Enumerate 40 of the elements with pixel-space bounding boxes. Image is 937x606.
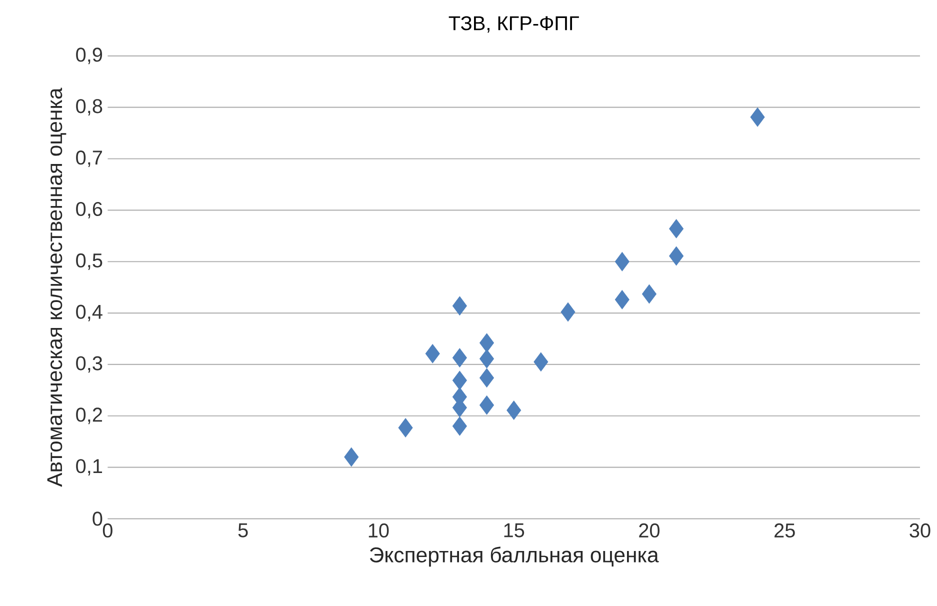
y-tick-label: 0,7: [76, 150, 102, 168]
y-axis-title: Автоматическая количественная оценка: [47, 88, 66, 488]
y-tick-label: 0,3: [76, 356, 102, 373]
point: [614, 290, 630, 310]
y-tick-label: 0,5: [76, 254, 102, 270]
y-tick-label: 0,9: [76, 48, 102, 64]
y-tick-label: 0: [92, 512, 102, 526]
point: [669, 219, 684, 238]
point: [452, 416, 467, 436]
point: [614, 252, 630, 272]
point: [480, 368, 494, 388]
point: [452, 348, 467, 368]
y-tick-label: 0,2: [76, 408, 102, 424]
x-tick-label: 25: [774, 524, 795, 538]
point: [344, 448, 359, 467]
x-tick-label: 30: [910, 524, 930, 538]
point: [669, 246, 684, 266]
point: [480, 333, 494, 353]
y-tick-label: 0,1: [76, 459, 102, 476]
y-tick-label: 0,8: [76, 99, 102, 116]
point: [560, 302, 576, 322]
point: [642, 284, 656, 304]
x-tick-label: 15: [504, 524, 524, 538]
point: [480, 396, 494, 415]
point: [534, 352, 548, 372]
x-tick-label: 5: [238, 524, 248, 538]
x-tick-label: 20: [639, 524, 660, 538]
point: [506, 400, 522, 420]
x-axis-title: Экспертная балльная оценка: [370, 546, 659, 567]
y-tick-label: 0,4: [76, 304, 102, 322]
point: [452, 296, 467, 316]
x-tick-label: 0: [102, 524, 112, 538]
x-tick-label: 10: [368, 524, 389, 538]
y-tick-label: 0,6: [76, 202, 102, 219]
point: [750, 108, 765, 127]
point: [452, 371, 467, 390]
point: [480, 349, 494, 369]
point: [425, 344, 440, 364]
chart-title: ТЗВ, КГР-ФПГ: [448, 16, 579, 33]
point: [398, 418, 413, 438]
